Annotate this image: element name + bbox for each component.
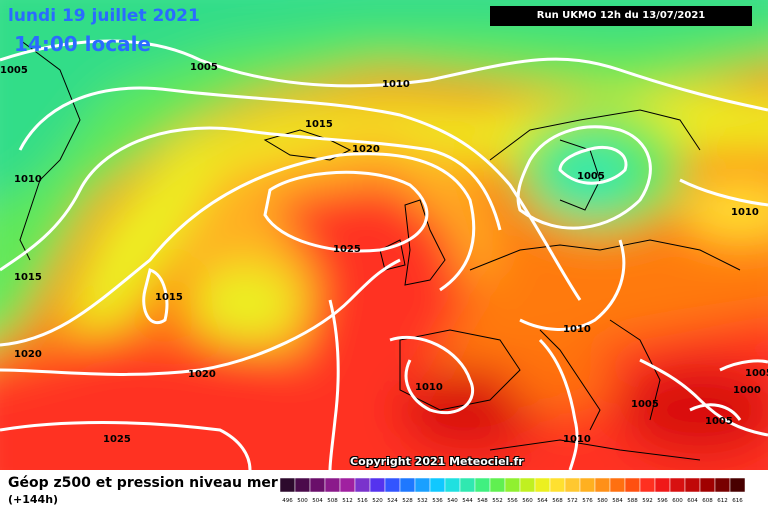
forecast-date: lundi 19 juillet 2021 bbox=[8, 6, 200, 26]
run-info: Run UKMO 12h du 13/07/2021 bbox=[490, 6, 752, 26]
legend-tick: 536 bbox=[432, 498, 443, 504]
forecast-hours: (+144h) bbox=[8, 493, 59, 506]
legend-tick: 520 bbox=[372, 498, 383, 504]
legend-tick: 524 bbox=[387, 498, 398, 504]
legend-tick: 500 bbox=[297, 498, 308, 504]
legend-tick: 556 bbox=[507, 498, 518, 504]
isobar-label: 1020 bbox=[352, 144, 380, 155]
legend-tick: 616 bbox=[732, 498, 743, 504]
isobar-label: 1005 bbox=[0, 65, 28, 76]
legend-swatch bbox=[504, 478, 521, 493]
isobar-label: 1005 bbox=[631, 399, 659, 410]
legend-swatch bbox=[280, 478, 296, 493]
legend-swatch bbox=[669, 478, 686, 493]
isobar-label: 1005 bbox=[705, 416, 733, 427]
footer-bar: Géop z500 et pression niveau mer (+144h)… bbox=[0, 470, 768, 512]
isobar-label: 1000 bbox=[733, 385, 761, 396]
legend-tick: 592 bbox=[642, 498, 653, 504]
isobar-label: 1005 bbox=[190, 62, 218, 73]
legend-swatch bbox=[474, 478, 491, 493]
legend-swatch bbox=[699, 478, 716, 493]
isobar-label: 1015 bbox=[14, 272, 42, 283]
legend-tick: 580 bbox=[597, 498, 608, 504]
legend-swatch bbox=[579, 478, 596, 493]
legend-swatch bbox=[714, 478, 731, 493]
legend-tick: 608 bbox=[702, 498, 713, 504]
legend-swatch bbox=[294, 478, 311, 493]
legend-swatch bbox=[429, 478, 446, 493]
isobar-label: 1025 bbox=[333, 244, 361, 255]
isobar-label: 1010 bbox=[563, 324, 591, 335]
legend-swatch bbox=[729, 478, 746, 493]
legend-tick: 496 bbox=[282, 498, 293, 504]
legend-tick: 504 bbox=[312, 498, 323, 504]
legend-tick: 532 bbox=[417, 498, 428, 504]
isobar-label: 1005 bbox=[577, 171, 605, 182]
legend-tick: 528 bbox=[402, 498, 413, 504]
legend-swatch bbox=[594, 478, 611, 493]
legend-swatch bbox=[339, 478, 356, 493]
legend-tick: 564 bbox=[537, 498, 548, 504]
coastlines bbox=[19, 39, 741, 461]
legend-tick: 548 bbox=[477, 498, 488, 504]
legend-swatch bbox=[549, 478, 566, 493]
isobar-label: 1010 bbox=[14, 174, 42, 185]
isobar-label: 1005 bbox=[745, 368, 768, 379]
legend-tick: 508 bbox=[327, 498, 338, 504]
legend-swatch bbox=[564, 478, 581, 493]
legend-tick: 600 bbox=[672, 498, 683, 504]
legend-swatch bbox=[489, 478, 506, 493]
legend-swatch bbox=[354, 478, 371, 493]
legend-tick: 552 bbox=[492, 498, 503, 504]
forecast-time: 14:00 locale bbox=[14, 32, 151, 56]
isobar-label: 1010 bbox=[731, 207, 759, 218]
weather-map: 1005 1005 1010 1015 1020 1010 1015 1015 … bbox=[0, 0, 768, 470]
isobar-label: 1015 bbox=[155, 292, 183, 303]
legend-swatch bbox=[519, 478, 536, 493]
isobar-label: 1010 bbox=[415, 382, 443, 393]
legend-tick: 576 bbox=[582, 498, 593, 504]
isobar-label: 1020 bbox=[188, 369, 216, 380]
isobars bbox=[0, 39, 768, 470]
legend-swatch bbox=[309, 478, 326, 493]
isobar-label: 1025 bbox=[103, 434, 131, 445]
isobar-label: 1015 bbox=[305, 119, 333, 130]
legend-tick: 584 bbox=[612, 498, 623, 504]
legend-swatch bbox=[534, 478, 551, 493]
legend-tick: 604 bbox=[687, 498, 698, 504]
legend-tick: 512 bbox=[342, 498, 353, 504]
legend-tick: 612 bbox=[717, 498, 728, 504]
legend-swatch bbox=[384, 478, 401, 493]
legend-swatch bbox=[324, 478, 341, 493]
legend-swatch bbox=[639, 478, 656, 493]
legend-swatch bbox=[654, 478, 671, 493]
legend-swatch bbox=[609, 478, 626, 493]
legend-swatch bbox=[684, 478, 701, 493]
legend-tick: 588 bbox=[627, 498, 638, 504]
legend-tick: 560 bbox=[522, 498, 533, 504]
legend-tick: 516 bbox=[357, 498, 368, 504]
legend-swatch bbox=[624, 478, 641, 493]
legend-swatch bbox=[459, 478, 476, 493]
legend-tick: 540 bbox=[447, 498, 458, 504]
map-caption: Géop z500 et pression niveau mer bbox=[8, 475, 278, 491]
legend-swatch bbox=[414, 478, 431, 493]
legend-tick: 544 bbox=[462, 498, 473, 504]
isobar-label: 1010 bbox=[382, 79, 410, 90]
legend-tick: 572 bbox=[567, 498, 578, 504]
isobar-label: 1020 bbox=[14, 349, 42, 360]
isobar-label: 1010 bbox=[563, 434, 591, 445]
legend-tick: 568 bbox=[552, 498, 563, 504]
legend-swatch bbox=[399, 478, 416, 493]
legend-tick: 596 bbox=[657, 498, 668, 504]
color-legend: 496 500 504 508 512 516 520 524 528 532 536 540 544 5… bbox=[280, 478, 746, 504]
legend-swatch bbox=[444, 478, 461, 493]
legend-swatch bbox=[369, 478, 386, 493]
copyright: Copyright 2021 Meteociel.fr bbox=[350, 455, 524, 468]
